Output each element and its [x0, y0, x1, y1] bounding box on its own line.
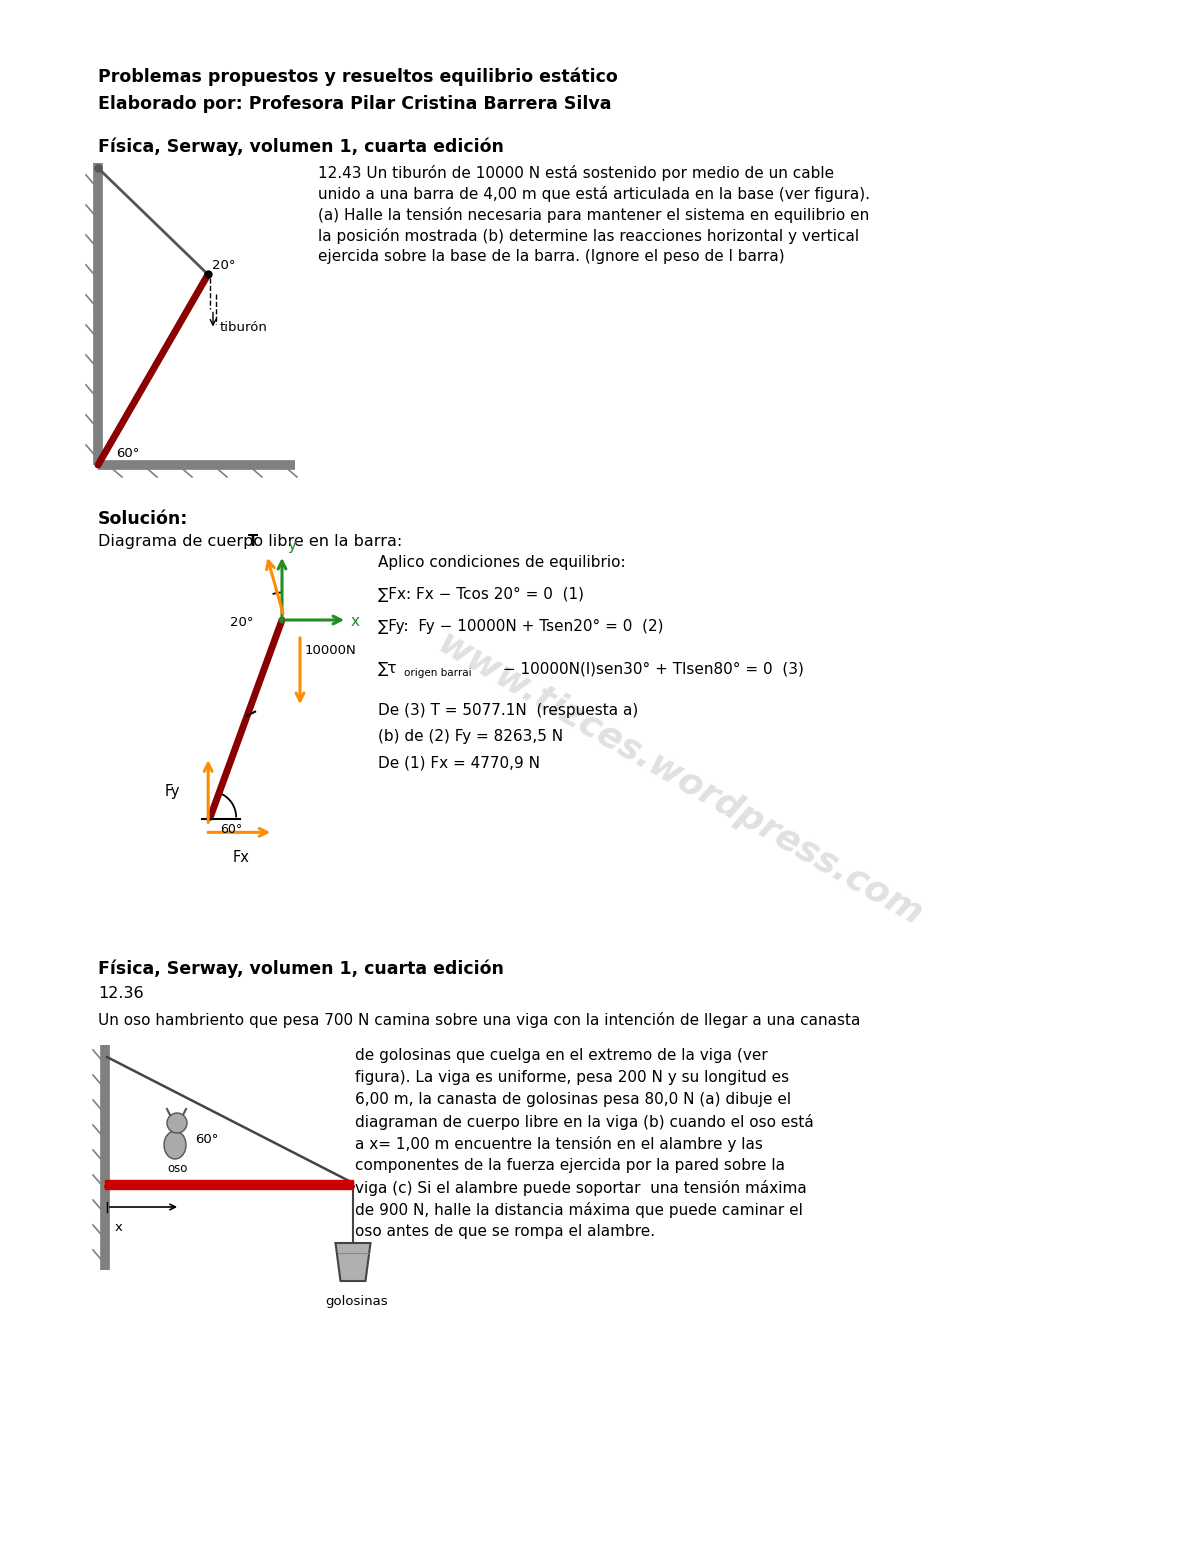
Text: ∑Fy:  Fy − 10000N + Tsen20° = 0  (2): ∑Fy: Fy − 10000N + Tsen20° = 0 (2) [378, 620, 664, 634]
Text: − 10000N(l)sen30° + Tlsen80° = 0  (3): − 10000N(l)sen30° + Tlsen80° = 0 (3) [498, 662, 804, 676]
Text: de golosinas que cuelga en el extremo de la viga (ver: de golosinas que cuelga en el extremo de… [355, 1048, 768, 1062]
Text: Física, Serway, volumen 1, cuarta edición: Física, Serway, volumen 1, cuarta edició… [98, 138, 504, 157]
Text: (a) Halle la tensión necesaria para mantener el sistema en equilibrio en: (a) Halle la tensión necesaria para mant… [318, 207, 869, 224]
Text: ∑Fx: Fx − Tcos 20° = 0  (1): ∑Fx: Fx − Tcos 20° = 0 (1) [378, 587, 584, 603]
Text: golosinas: golosinas [325, 1295, 388, 1308]
Text: 12.43 Un tiburón de 10000 N está sostenido por medio de un cable: 12.43 Un tiburón de 10000 N está sosteni… [318, 165, 834, 182]
Text: Diagrama de cuerpo libre en la barra:: Diagrama de cuerpo libre en la barra: [98, 534, 402, 550]
Text: figura). La viga es uniforme, pesa 200 N y su longitud es: figura). La viga es uniforme, pesa 200 N… [355, 1070, 790, 1086]
Text: la posición mostrada (b) determine las reacciones horizontal y vertical: la posición mostrada (b) determine las r… [318, 228, 859, 244]
Text: origen barrai: origen barrai [404, 668, 472, 679]
Text: x: x [352, 615, 360, 629]
Text: De (1) Fx = 4770,9 N: De (1) Fx = 4770,9 N [378, 755, 540, 770]
Text: (b) de (2) Fy = 8263,5 N: (b) de (2) Fy = 8263,5 N [378, 728, 563, 744]
Circle shape [167, 1114, 187, 1134]
Text: unido a una barra de 4,00 m que está articulada en la base (ver figura).: unido a una barra de 4,00 m que está art… [318, 186, 870, 202]
Text: 10000N: 10000N [305, 643, 356, 657]
Text: y: y [287, 537, 296, 553]
Bar [106, 1180, 353, 1190]
Text: De (3) T = 5077.1N  (respuesta a): De (3) T = 5077.1N (respuesta a) [378, 704, 638, 717]
Text: x: x [115, 1221, 122, 1235]
Text: ∑τ: ∑τ [378, 662, 397, 676]
Text: tiburón: tiburón [220, 321, 268, 334]
Text: 20°: 20° [212, 259, 235, 272]
Text: Física, Serway, volumen 1, cuarta edición: Física, Serway, volumen 1, cuarta edició… [98, 960, 504, 978]
Text: oso: oso [167, 1162, 187, 1176]
Text: a x= 1,00 m encuentre la tensión en el alambre y las: a x= 1,00 m encuentre la tensión en el a… [355, 1135, 763, 1152]
Text: de 900 N, halle la distancia máxima que puede caminar el: de 900 N, halle la distancia máxima que … [355, 1202, 803, 1218]
Text: 20°: 20° [230, 617, 253, 629]
Text: Solución:: Solución: [98, 509, 188, 528]
Text: T: T [247, 534, 258, 548]
Text: 60°: 60° [220, 823, 242, 836]
Text: diagraman de cuerpo libre en la viga (b) cuando el oso está: diagraman de cuerpo libre en la viga (b)… [355, 1114, 814, 1131]
Text: Fx: Fx [233, 851, 250, 865]
Text: oso antes de que se rompa el alambre.: oso antes de que se rompa el alambre. [355, 1224, 655, 1239]
Ellipse shape [164, 1131, 186, 1159]
Text: Fy: Fy [164, 784, 180, 798]
Text: componentes de la fuerza ejercida por la pared sobre la: componentes de la fuerza ejercida por la… [355, 1159, 785, 1173]
Text: www.tizces.wordpress.com: www.tizces.wordpress.com [432, 627, 929, 933]
Text: Aplico condiciones de equilibrio:: Aplico condiciones de equilibrio: [378, 554, 625, 570]
Text: 12.36: 12.36 [98, 986, 144, 1002]
Text: ejercida sobre la base de la barra. (Ignore el peso de l barra): ejercida sobre la base de la barra. (Ign… [318, 248, 785, 264]
Text: 60°: 60° [194, 1134, 218, 1146]
Text: 6,00 m, la canasta de golosinas pesa 80,0 N (a) dibuje el: 6,00 m, la canasta de golosinas pesa 80,… [355, 1092, 791, 1107]
Text: Problemas propuestos y resueltos equilibrio estático: Problemas propuestos y resueltos equilib… [98, 68, 618, 87]
Polygon shape [336, 1242, 371, 1281]
Text: Elaborado por: Profesora Pilar Cristina Barrera Silva: Elaborado por: Profesora Pilar Cristina … [98, 95, 612, 113]
Text: Un oso hambriento que pesa 700 N camina sobre una viga con la intención de llega: Un oso hambriento que pesa 700 N camina … [98, 1013, 860, 1028]
Text: 60°: 60° [116, 447, 139, 460]
Text: viga (c) Si el alambre puede soportar  una tensión máxima: viga (c) Si el alambre puede soportar un… [355, 1180, 806, 1196]
